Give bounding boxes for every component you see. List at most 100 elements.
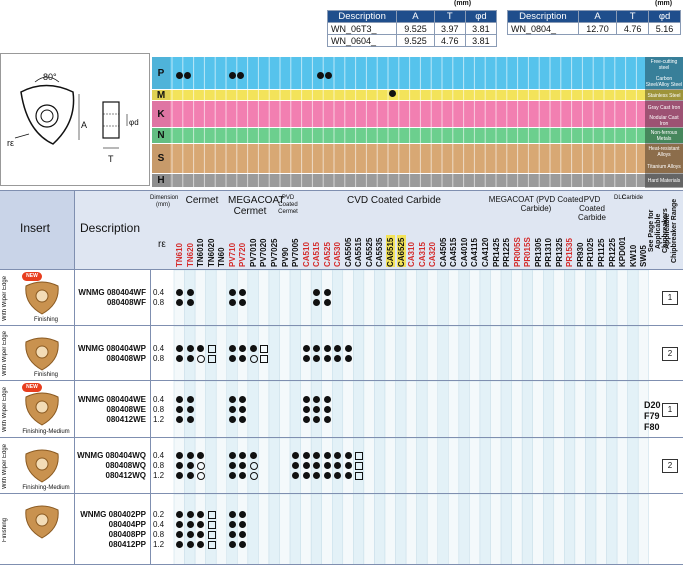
grade-group: CVD Coated Carbide xyxy=(347,195,441,206)
description-line[interactable]: WNMG 080404WQ xyxy=(77,451,146,460)
cell: 3.81 xyxy=(464,34,498,47)
description-line[interactable]: 080408WQ xyxy=(105,461,146,470)
availability-mark xyxy=(176,462,183,469)
availability-mark xyxy=(207,541,216,549)
product-row: With Wiper Edge NEW Finishing-Medium WNMG 0… xyxy=(0,381,683,438)
availability-mark xyxy=(239,355,247,362)
description-line[interactable]: 080404PP xyxy=(108,520,146,529)
description-line[interactable]: WNMG 080404WP xyxy=(77,344,146,353)
cell: 9.525 xyxy=(396,22,435,35)
side-label: With Wiper Edge xyxy=(2,331,8,377)
availability-mark xyxy=(334,462,342,469)
description-line[interactable]: 080408WP xyxy=(106,354,146,363)
chipbreaker-range[interactable]: 2 xyxy=(662,459,678,473)
description-line[interactable]: 080408WF xyxy=(106,298,146,307)
availability-mark xyxy=(344,462,352,469)
grade-group: PVD Coated Carbide xyxy=(577,195,606,222)
page-ref-d20[interactable]: D20 xyxy=(644,400,661,410)
description-line[interactable]: WNMG 080404WE xyxy=(77,395,146,404)
description-line[interactable]: 080408WE xyxy=(106,405,146,414)
availability-mark xyxy=(239,345,247,352)
page-ref-f80[interactable]: F80 xyxy=(644,422,660,432)
availability-mark xyxy=(313,345,321,352)
grade-name: CA315 xyxy=(417,242,427,267)
availability-mark xyxy=(186,452,194,459)
grade-name: CA4115 xyxy=(470,238,480,267)
availability-mark xyxy=(176,406,183,413)
availability-mark xyxy=(313,406,321,413)
description-line[interactable]: WNMG 080404WF xyxy=(78,288,146,297)
grade-name: TN620 xyxy=(185,242,195,267)
grade-name: CA525 xyxy=(322,242,332,267)
band-letter: M xyxy=(152,90,170,101)
nose-radius: 0.4 0.8 1.2 xyxy=(153,395,165,424)
availability-mark xyxy=(176,511,183,518)
grade-name: CA320 xyxy=(428,242,438,267)
availability-mark xyxy=(228,355,236,362)
availability-mark xyxy=(292,462,300,469)
availability-mark xyxy=(239,289,247,296)
header-dimension: Dimension (mm) xyxy=(150,195,179,208)
availability-mark xyxy=(176,541,183,548)
availability-mark xyxy=(239,416,247,423)
availability-mark xyxy=(323,472,331,479)
availability-mark xyxy=(186,406,194,413)
col-a: A xyxy=(396,10,435,23)
insert-icon xyxy=(25,281,59,315)
availability-mark xyxy=(239,511,247,518)
cell: 3.81 xyxy=(464,22,498,35)
availability-mark xyxy=(260,345,269,353)
nose-radius: 0.4 0.8 xyxy=(153,344,165,363)
cell: WN_06T3_ xyxy=(326,22,398,35)
description-line[interactable]: 080412PP xyxy=(108,540,146,549)
grade-name: CA510 xyxy=(301,242,311,267)
grade-name: TN6020 xyxy=(206,238,216,267)
cell: 4.76 xyxy=(616,22,650,35)
chipbreaker-range[interactable]: 2 xyxy=(662,347,678,361)
availability-mark xyxy=(249,345,257,352)
re-label: rε xyxy=(7,138,15,148)
col-d: φd xyxy=(464,10,498,23)
chipbreaker-range[interactable]: 1 xyxy=(662,291,678,305)
grade-name: CA5525 xyxy=(364,237,374,267)
description-line[interactable]: WNMG 080402PP xyxy=(80,510,146,519)
availability-mark xyxy=(323,299,331,306)
description-line[interactable]: 080412WQ xyxy=(105,471,146,480)
page-ref: D20 F79 F80 xyxy=(644,400,661,433)
angle-label: 80° xyxy=(43,72,57,82)
availability-mark xyxy=(186,299,194,306)
description-line[interactable]: 080408PP xyxy=(108,530,146,539)
chipbreaker-range[interactable]: 1 xyxy=(662,403,678,417)
grade-name: PR1425 xyxy=(491,238,501,267)
page-ref-f79[interactable]: F79 xyxy=(644,411,660,421)
grade-name: CA310 xyxy=(407,242,417,267)
availability-mark xyxy=(228,462,236,469)
availability-mark xyxy=(313,289,321,296)
header-re: rε xyxy=(158,239,166,250)
availability-mark xyxy=(334,355,342,362)
insert-diagram: 80° rε A φd T xyxy=(0,53,150,186)
band-m: M Stainless Steel xyxy=(152,90,683,101)
product-row: With Wiper Edge Finishing-Medium WNMG 0804… xyxy=(0,438,683,494)
header-see-page: See Page for Applicable Chipbreakers xyxy=(648,208,669,254)
availability-mark xyxy=(197,511,205,518)
availability-mark xyxy=(239,452,247,459)
band-letter: S xyxy=(152,144,170,173)
description-line[interactable]: 080412WE xyxy=(106,415,146,424)
material-label: Carbon Steel/Alloy Steel xyxy=(645,73,683,90)
a-label: A xyxy=(81,120,88,130)
availability-mark xyxy=(228,299,236,306)
col-a: A xyxy=(577,10,618,23)
cell: WN_0604_ xyxy=(326,34,398,47)
availability-mark xyxy=(186,416,194,423)
availability-mark xyxy=(313,452,321,459)
product-row: Finishing WNMG 080402PP 080404PP 080408PP 08… xyxy=(0,494,683,565)
grade-name: CA4010 xyxy=(459,237,469,267)
availability-mark xyxy=(355,452,364,460)
cell: 9.525 xyxy=(396,34,435,47)
availability-mark xyxy=(228,531,236,538)
availability-mark xyxy=(323,406,331,413)
availability-mark xyxy=(186,541,194,548)
grade-name: PV710 xyxy=(227,242,237,267)
availability-mark xyxy=(197,472,206,480)
